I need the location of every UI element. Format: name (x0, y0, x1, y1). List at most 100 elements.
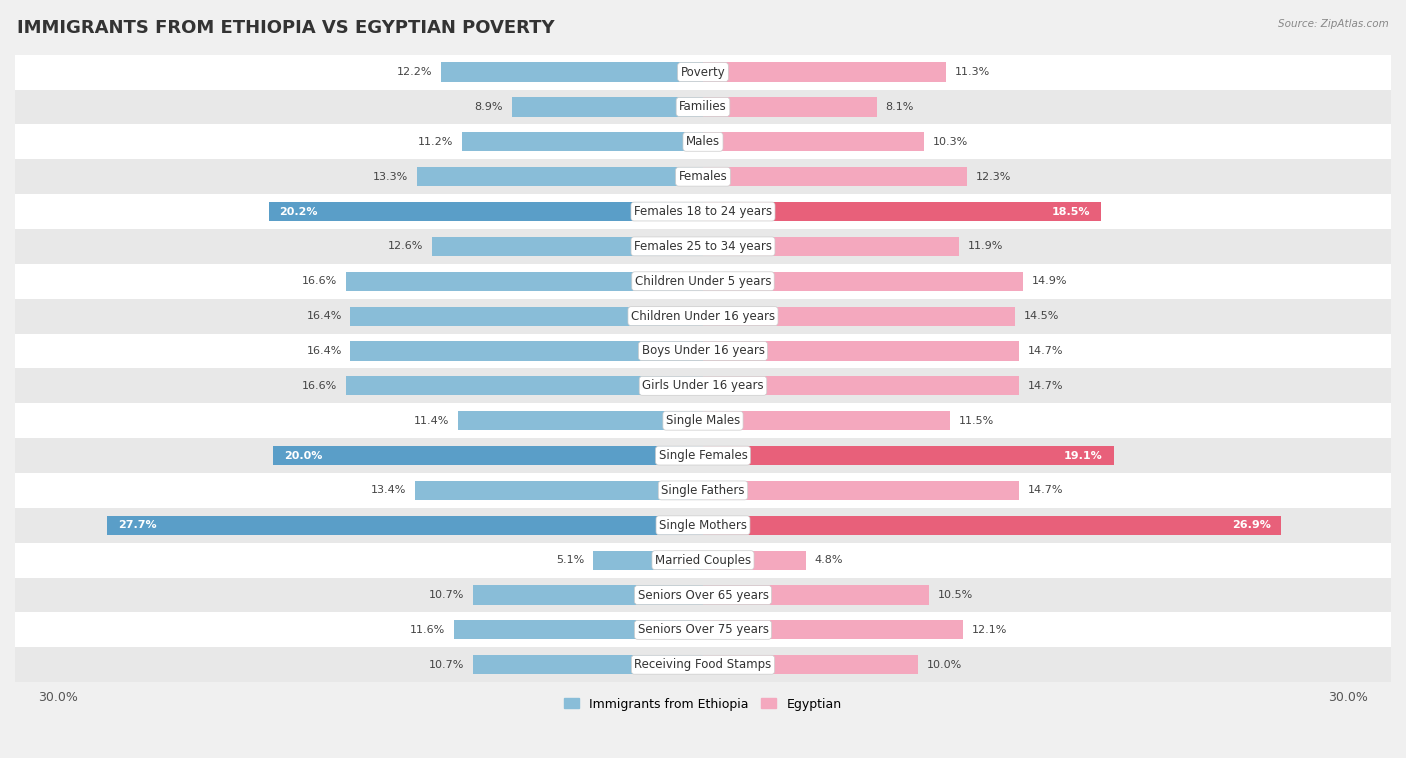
Text: Seniors Over 75 years: Seniors Over 75 years (637, 623, 769, 637)
Bar (432, 236, 703, 256)
Text: Girls Under 16 years: Girls Under 16 years (643, 379, 763, 393)
Text: 8.9%: 8.9% (475, 102, 503, 112)
Bar (703, 411, 950, 431)
Bar (472, 585, 703, 605)
Text: 16.4%: 16.4% (307, 311, 342, 321)
Text: Females 18 to 24 years: Females 18 to 24 years (634, 205, 772, 218)
Text: Children Under 5 years: Children Under 5 years (634, 274, 772, 288)
Text: Families: Families (679, 101, 727, 114)
Text: 11.9%: 11.9% (967, 241, 1002, 252)
Text: Poverty: Poverty (681, 66, 725, 79)
Text: 12.2%: 12.2% (396, 67, 432, 77)
Text: 13.3%: 13.3% (373, 171, 409, 182)
Bar (454, 620, 703, 640)
Bar (512, 97, 703, 117)
Text: Seniors Over 65 years: Seniors Over 65 years (637, 588, 769, 602)
Bar (15, 299, 1391, 334)
Text: Married Couples: Married Couples (655, 553, 751, 567)
Bar (107, 515, 703, 535)
Bar (350, 306, 703, 326)
Bar (703, 306, 1015, 326)
Bar (703, 585, 929, 605)
Text: 10.3%: 10.3% (934, 136, 969, 147)
Bar (593, 550, 703, 570)
Bar (440, 62, 703, 82)
Text: 11.4%: 11.4% (413, 415, 450, 426)
Text: 14.7%: 14.7% (1028, 485, 1063, 496)
Bar (15, 578, 1391, 612)
Text: 10.7%: 10.7% (429, 659, 464, 670)
Bar (15, 229, 1391, 264)
Bar (703, 376, 1019, 396)
Text: 12.6%: 12.6% (388, 241, 423, 252)
Text: 10.7%: 10.7% (429, 590, 464, 600)
Bar (703, 132, 925, 152)
Text: 10.0%: 10.0% (927, 659, 962, 670)
Text: 13.4%: 13.4% (371, 485, 406, 496)
Bar (15, 159, 1391, 194)
Text: 14.5%: 14.5% (1024, 311, 1059, 321)
Text: Single Females: Single Females (658, 449, 748, 462)
Bar (415, 481, 703, 500)
Bar (350, 341, 703, 361)
Legend: Immigrants from Ethiopia, Egyptian: Immigrants from Ethiopia, Egyptian (560, 693, 846, 716)
Text: 19.1%: 19.1% (1064, 450, 1102, 461)
Text: 14.7%: 14.7% (1028, 346, 1063, 356)
Bar (703, 167, 967, 186)
Bar (703, 481, 1019, 500)
Bar (703, 236, 959, 256)
Text: Males: Males (686, 135, 720, 149)
Bar (15, 334, 1391, 368)
Text: 11.6%: 11.6% (409, 625, 446, 635)
Bar (15, 368, 1391, 403)
Bar (458, 411, 703, 431)
Bar (15, 473, 1391, 508)
Bar (703, 515, 1281, 535)
Text: IMMIGRANTS FROM ETHIOPIA VS EGYPTIAN POVERTY: IMMIGRANTS FROM ETHIOPIA VS EGYPTIAN POV… (17, 19, 554, 37)
Bar (15, 194, 1391, 229)
Bar (15, 124, 1391, 159)
Text: 8.1%: 8.1% (886, 102, 914, 112)
Bar (15, 403, 1391, 438)
Text: 12.1%: 12.1% (972, 625, 1007, 635)
Bar (703, 620, 963, 640)
Text: Boys Under 16 years: Boys Under 16 years (641, 344, 765, 358)
Text: 20.0%: 20.0% (284, 450, 322, 461)
Bar (463, 132, 703, 152)
Bar (472, 655, 703, 675)
Bar (703, 62, 946, 82)
Bar (269, 202, 703, 221)
Bar (15, 89, 1391, 124)
Text: 14.9%: 14.9% (1032, 276, 1067, 287)
Text: 26.9%: 26.9% (1232, 520, 1271, 531)
Text: 12.3%: 12.3% (976, 171, 1011, 182)
Bar (703, 202, 1101, 221)
Text: Children Under 16 years: Children Under 16 years (631, 309, 775, 323)
Bar (273, 446, 703, 465)
Text: 11.2%: 11.2% (418, 136, 454, 147)
Bar (15, 543, 1391, 578)
Bar (15, 55, 1391, 89)
Text: Receiving Food Stamps: Receiving Food Stamps (634, 658, 772, 672)
Text: Single Males: Single Males (666, 414, 740, 428)
Text: Single Mothers: Single Mothers (659, 518, 747, 532)
Text: 5.1%: 5.1% (557, 555, 585, 565)
Bar (703, 446, 1114, 465)
Text: Single Fathers: Single Fathers (661, 484, 745, 497)
Bar (703, 655, 918, 675)
Text: 16.6%: 16.6% (302, 381, 337, 391)
Text: 10.5%: 10.5% (938, 590, 973, 600)
Text: Source: ZipAtlas.com: Source: ZipAtlas.com (1278, 19, 1389, 29)
Bar (346, 376, 703, 396)
Text: Females: Females (679, 170, 727, 183)
Bar (15, 438, 1391, 473)
Text: 18.5%: 18.5% (1052, 206, 1090, 217)
Text: 11.5%: 11.5% (959, 415, 994, 426)
Bar (15, 647, 1391, 682)
Text: 27.7%: 27.7% (118, 520, 157, 531)
Text: 4.8%: 4.8% (815, 555, 844, 565)
Bar (703, 271, 1024, 291)
Text: 14.7%: 14.7% (1028, 381, 1063, 391)
Text: 16.4%: 16.4% (307, 346, 342, 356)
Bar (418, 167, 703, 186)
